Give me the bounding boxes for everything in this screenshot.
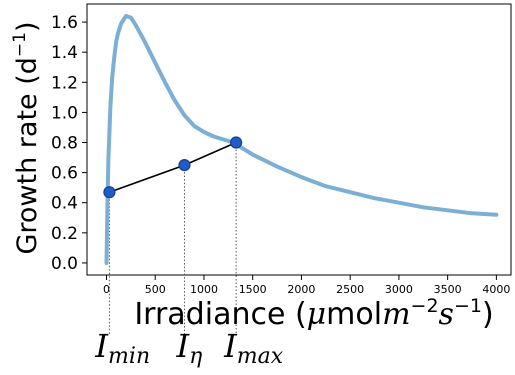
point-labels: Imin Iη Imax [94,327,283,369]
point-guide-lines [108,142,237,334]
x-axis-label-mol: mol [326,297,382,332]
y-axis-label-exponent: −1 [10,32,30,57]
x-axis-label: Irradiance (μmolm−2s−1) [134,295,493,332]
x-tick-label: 2500 [336,283,364,296]
point-label-subscript: max [237,344,284,369]
x-axis-label-m: m [382,297,410,332]
x-tick-label: 4000 [482,283,510,296]
y-tick-label: 1.4 [51,43,78,63]
y-tick-label: 1.0 [51,103,78,123]
point-label-subscript: min [108,344,150,369]
point-label-subscript: η [189,344,202,369]
y-tick-label: 0.0 [51,254,78,274]
x-tick-label: 1000 [190,283,218,296]
x-tick-label: 2000 [287,283,315,296]
connector-line [109,141,237,193]
point-label: Iη [175,327,202,369]
point-label-main: I [94,327,109,365]
y-tick-label: 1.2 [51,73,78,93]
y-tick-label: 1.6 [51,13,78,33]
y-axis-label-main: Growth rate (d [12,57,43,254]
y-axis-label: Growth rate (d−1) [10,21,43,254]
y-axis-ticks: 0.0 0.2 0.4 0.6 0.8 1.0 1.2 1.4 1.6 [51,13,87,274]
point-marker [230,136,243,149]
x-tick-label: 3500 [434,283,462,296]
y-tick-label: 0.2 [51,224,78,244]
y-axis-label-suffix: ) [12,21,43,32]
x-tick-label: 500 [145,283,166,296]
point-markers [103,136,243,199]
point-label-main: I [223,327,238,365]
growth-rate-curve [104,14,499,265]
point-label-main: I [175,327,190,365]
x-axis-label-s-exponent: −1 [454,295,482,317]
x-axis-label-main: Irradiance ( [134,297,306,332]
x-axis-label-s: s [439,297,454,332]
x-axis-ticks: 0 500 1000 1500 2000 2500 3000 3500 4000 [103,275,510,296]
y-tick-label: 0.6 [51,164,78,184]
x-axis-label-m-exponent: −2 [411,295,439,317]
point-label: Imin [94,327,150,369]
plot-area: 0.0 0.2 0.4 0.6 0.8 1.0 1.2 1.4 1.6 0 500 1000 1500… [51,3,512,334]
point-marker [178,158,191,172]
point-label: Imax [223,327,284,369]
y-tick-label: 0.8 [51,134,78,154]
x-tick-label: 1500 [239,283,267,296]
x-axis-label-suffix: ) [482,297,494,332]
plot-frame [86,3,512,276]
y-tick-label: 0.4 [51,194,78,214]
x-tick-label: 3000 [385,283,413,296]
x-tick-label: 0 [103,283,110,296]
x-axis-label-mu: μ [307,297,327,332]
point-marker [103,186,116,199]
